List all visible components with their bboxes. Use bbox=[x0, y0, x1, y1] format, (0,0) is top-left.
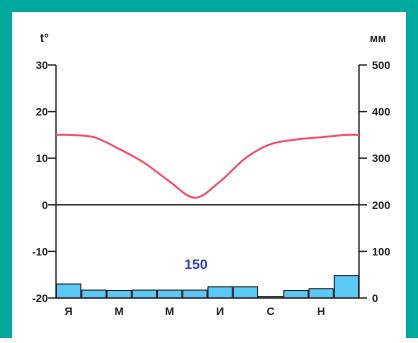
temperature-line bbox=[55, 133, 360, 199]
month-label: Н bbox=[317, 306, 325, 318]
month-label: И bbox=[216, 306, 224, 318]
right-tick-label: 100 bbox=[372, 246, 390, 258]
precipitation-bar bbox=[207, 286, 233, 299]
right-axis-label: мм bbox=[370, 33, 386, 45]
precipitation-bar bbox=[131, 289, 158, 299]
chart-panel: t° мм 30 20 10 0 -10 -20 500 400 300 200 100 0 Я М М И С… bbox=[12, 12, 406, 338]
month-label: М bbox=[165, 306, 174, 318]
precipitation-bar bbox=[333, 275, 360, 299]
month-label: С bbox=[267, 306, 275, 318]
left-axis-label: t° bbox=[40, 31, 49, 45]
precipitation-bar bbox=[157, 289, 183, 299]
left-tick-label: -10 bbox=[32, 246, 48, 258]
right-tick-label: 300 bbox=[372, 153, 390, 165]
right-tick-label: 0 bbox=[372, 293, 378, 305]
right-tick-label: 200 bbox=[372, 200, 390, 212]
month-label: Я bbox=[65, 306, 73, 318]
precipitation-bar bbox=[283, 290, 309, 299]
precipitation-bar bbox=[232, 286, 259, 299]
right-tick-label: 500 bbox=[372, 60, 390, 72]
month-label: М bbox=[115, 306, 124, 318]
right-tick-label: 400 bbox=[372, 107, 390, 119]
precipitation-bar bbox=[81, 289, 107, 299]
precipitation-annotation: 150 bbox=[184, 256, 208, 272]
precipitation-bar bbox=[182, 289, 208, 299]
left-tick-label: 30 bbox=[36, 60, 48, 72]
precipitation-bar bbox=[106, 290, 132, 299]
left-tick-label: -20 bbox=[32, 293, 48, 305]
left-tick-label: 0 bbox=[42, 200, 48, 212]
precipitation-bar bbox=[308, 288, 334, 299]
precipitation-bar bbox=[56, 283, 82, 299]
left-tick-label: 10 bbox=[36, 153, 48, 165]
left-tick-label: 20 bbox=[36, 107, 48, 119]
